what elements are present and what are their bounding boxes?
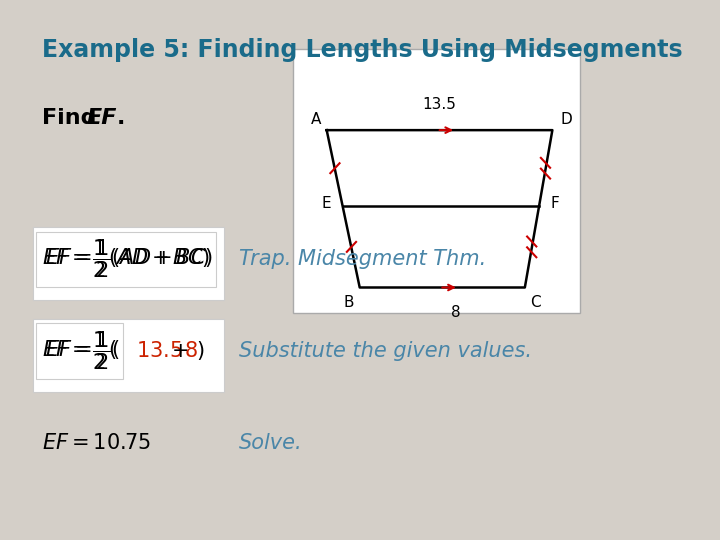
Text: $EF = 10.75$: $EF = 10.75$ bbox=[42, 433, 151, 453]
Text: 8: 8 bbox=[451, 306, 461, 320]
Text: D: D bbox=[560, 112, 572, 127]
Text: 13.5: 13.5 bbox=[423, 97, 456, 112]
Text: Substitute the given values.: Substitute the given values. bbox=[239, 341, 532, 361]
FancyBboxPatch shape bbox=[293, 49, 580, 313]
Text: Find: Find bbox=[42, 108, 104, 128]
Text: Trap. Midsegment Thm.: Trap. Midsegment Thm. bbox=[239, 249, 487, 269]
Text: EF: EF bbox=[86, 108, 117, 128]
FancyBboxPatch shape bbox=[33, 227, 225, 300]
Text: $+$: $+$ bbox=[171, 341, 189, 361]
Text: Solve.: Solve. bbox=[239, 433, 303, 453]
Text: $EF = \dfrac{1}{2}($: $EF = \dfrac{1}{2}($ bbox=[42, 330, 117, 372]
Text: $EF = \dfrac{1}{2}(AD + BC)$: $EF = \dfrac{1}{2}(AD + BC)$ bbox=[42, 238, 210, 280]
Text: B: B bbox=[343, 295, 354, 310]
Text: F: F bbox=[551, 196, 559, 211]
Text: $8$: $8$ bbox=[184, 341, 198, 361]
Text: $EF = \dfrac{1}{2}(AD + BC)$: $EF = \dfrac{1}{2}(AD + BC)$ bbox=[45, 238, 213, 280]
Text: E: E bbox=[322, 196, 331, 211]
Text: C: C bbox=[531, 295, 541, 310]
Text: .: . bbox=[117, 108, 125, 128]
Text: Example 5: Finding Lengths Using Midsegments: Example 5: Finding Lengths Using Midsegm… bbox=[42, 38, 683, 62]
Text: $EF = \dfrac{1}{2}($: $EF = \dfrac{1}{2}($ bbox=[45, 330, 120, 372]
FancyBboxPatch shape bbox=[33, 319, 225, 392]
Text: A: A bbox=[310, 112, 321, 127]
Text: $13.5$: $13.5$ bbox=[136, 341, 183, 361]
Text: $)$: $)$ bbox=[197, 340, 204, 362]
